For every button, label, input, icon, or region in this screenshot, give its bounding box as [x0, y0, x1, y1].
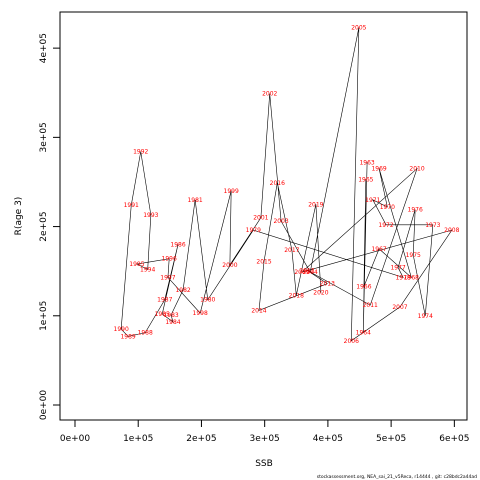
point-label: 2009 [294, 269, 309, 276]
y-tick-label: 2e+05 [39, 211, 49, 241]
point-label: 2016 [270, 180, 285, 187]
point-label: 2015 [256, 258, 271, 265]
x-tick-label: 0e+00 [60, 434, 91, 444]
x-tick-label: 6e+05 [439, 434, 469, 444]
point-label: 2012 [299, 267, 314, 274]
point-label: 1991 [124, 202, 139, 209]
point-label: 2010 [409, 166, 424, 173]
point-label: 1996 [162, 256, 177, 263]
point-label: 1972 [378, 222, 393, 229]
point-label: 1981 [187, 197, 202, 204]
point-label: 2004 [303, 269, 318, 276]
point-label: 1976 [408, 207, 423, 214]
point-label: 1997 [160, 274, 175, 281]
point-label: 1987 [157, 297, 172, 304]
point-label: 1977 [390, 265, 405, 272]
point-label: 1985 [155, 311, 170, 318]
point-label: 1973 [425, 222, 440, 229]
point-label: 1980 [200, 297, 215, 304]
point-label: 2007 [392, 304, 407, 311]
point-label: 2008 [444, 227, 459, 234]
x-tick-label: 3e+05 [250, 434, 280, 444]
point-label: 1982 [175, 287, 190, 294]
point-label: 1984 [165, 319, 180, 326]
x-tick-label: 4e+05 [313, 434, 343, 444]
point-label: 2002 [262, 91, 277, 98]
point-label: 1974 [418, 313, 433, 320]
point-label: 2000 [222, 262, 237, 269]
point-label: 1966 [356, 283, 371, 290]
x-tick-label: 1e+05 [123, 434, 153, 444]
point-label: 1964 [356, 330, 371, 337]
y-axis-label: R(age 3) [14, 197, 24, 236]
point-label: 1967 [371, 246, 386, 253]
point-label: 2011 [363, 302, 378, 309]
point-label: 1992 [133, 149, 148, 156]
point-label: 1968 [404, 274, 419, 281]
y-tick-label: 4e+05 [39, 33, 49, 63]
point-label: 1988 [138, 330, 153, 337]
point-label: 1995 [129, 261, 144, 268]
point-label: 2001 [253, 215, 268, 222]
x-tick-label: 5e+05 [376, 434, 406, 444]
y-tick-label: 3e+05 [39, 122, 49, 152]
point-label: 2013 [320, 281, 335, 288]
y-tick-label: 1e+05 [39, 301, 49, 331]
point-label: 1963 [359, 159, 374, 166]
point-label: 1999 [224, 188, 239, 195]
point-label: 1993 [143, 212, 158, 219]
point-label: 2006 [344, 338, 359, 345]
point-label: 2017 [284, 247, 299, 254]
point-label: 1970 [380, 204, 395, 211]
point-label: 1990 [114, 326, 129, 333]
point-label: 2014 [251, 307, 266, 314]
point-label: 1978 [395, 274, 410, 281]
x-tick-label: 2e+05 [186, 434, 216, 444]
point-label: 2020 [313, 290, 328, 297]
plot-box [59, 11, 468, 421]
footnote: stockassessment.org, NEA_sai_21_v5Reca, … [317, 474, 477, 480]
point-label: 2005 [351, 25, 366, 32]
point-label: 1971 [365, 197, 380, 204]
point-label: 2003 [273, 218, 288, 225]
point-label: 1998 [193, 310, 208, 317]
point-label: 1989 [120, 333, 135, 340]
point-label: 1994 [140, 266, 155, 273]
point-label: 1979 [246, 227, 261, 234]
series-line [120, 27, 453, 342]
point-label: 1969 [371, 166, 386, 173]
point-label: 1975 [406, 252, 421, 259]
point-label: 1965 [358, 176, 373, 183]
point-label: 2018 [289, 292, 304, 299]
x-axis-label: SSB [255, 459, 273, 469]
point-label: 1986 [170, 241, 185, 248]
point-label: 2019 [308, 201, 323, 208]
y-tick-label: 0e+00 [39, 390, 49, 421]
point-label: 1983 [163, 312, 178, 319]
